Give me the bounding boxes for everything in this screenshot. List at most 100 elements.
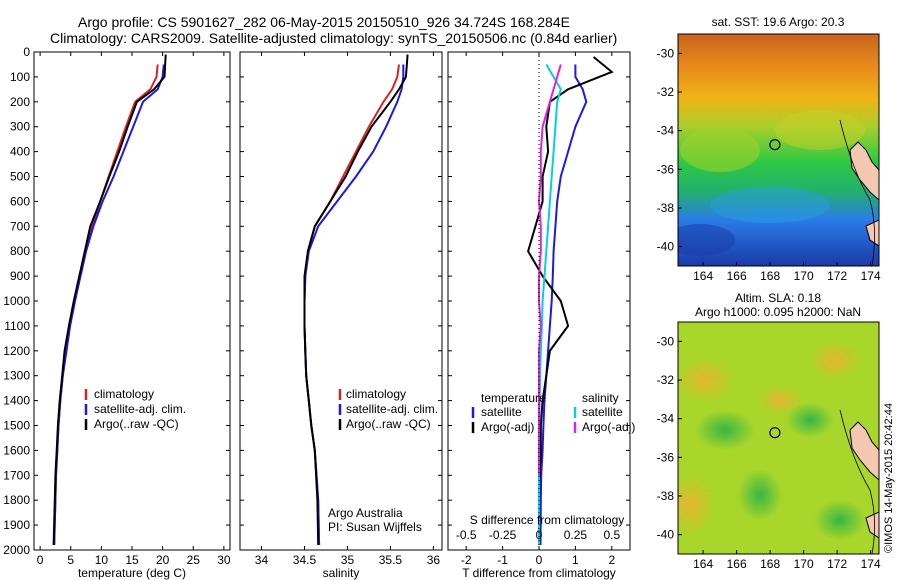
x-tick-label: 34	[255, 553, 269, 567]
map-x-tick-label: 166	[727, 557, 747, 571]
x-tick-label: 20	[156, 553, 170, 567]
x-tick-label: 34.5	[293, 553, 317, 567]
map-y-tick-label: -30	[657, 46, 675, 60]
legend-label: satellite	[481, 405, 522, 419]
land-island	[865, 511, 879, 539]
y-tick-label: 300	[10, 120, 30, 134]
x-axis-label: salinity	[323, 566, 360, 580]
x-tick-label: 1	[572, 553, 579, 567]
legend-label: Argo(-adj)	[582, 420, 635, 434]
legend-title-salinity: salinity	[582, 391, 619, 405]
sla-map-title-line2: Argo h1000: 0.095 h2000: NaN	[695, 305, 861, 319]
series-line-argo-raw-qc-	[303, 54, 409, 546]
y-tick-label: 200	[10, 95, 30, 109]
y-tick-label: 2000	[3, 543, 30, 557]
y-tick-label: 600	[10, 194, 30, 208]
salinity-profile-panel: 34 34.5 35 35.5 36 salinity climatologysatelli…	[239, 51, 443, 580]
sla-low-anomaly	[695, 410, 755, 450]
legend-label: Argo(..raw -QC)	[94, 417, 179, 431]
annotation-institution: Argo Australia	[328, 506, 403, 520]
plot-frame	[33, 51, 231, 551]
sla-high-anomaly	[678, 475, 716, 535]
map-x-tick-label: 172	[827, 269, 847, 283]
map-y-tick-label: -34	[657, 412, 675, 426]
sla-map-panel: Altim. SLA: 0.18 Argo h1000: 0.095 h2000…	[657, 291, 881, 571]
legend-label: Argo(..raw -QC)	[346, 417, 431, 431]
map-y-tick-label: -40	[657, 240, 675, 254]
sla-map-frame	[677, 321, 880, 555]
plot-frame	[239, 51, 443, 551]
y-tick-label: 1900	[3, 518, 30, 532]
series-line-argo-adj-	[527, 56, 614, 545]
map-x-tick-label: 164	[693, 269, 713, 283]
y-tick-label: 500	[10, 170, 30, 184]
legend-label: satellite-adj. clim.	[346, 402, 438, 416]
x-tick-label: 36	[427, 553, 441, 567]
map-y-tick-label: -36	[657, 162, 675, 176]
sst-patch	[710, 187, 830, 223]
x-axis-label: T difference from climatology	[462, 566, 616, 580]
sla-high-anomaly	[756, 386, 804, 414]
map-x-tick-label: 166	[727, 269, 747, 283]
figure-header: Argo profile: CS 5901627_282 06-May-2015…	[0, 0, 900, 50]
x-tick-label: -1	[497, 553, 508, 567]
legend-label: climatology	[94, 387, 154, 401]
argo-position-marker	[769, 427, 781, 439]
bathymetry-contour	[839, 409, 875, 554]
imos-timestamp: ©IMOS 14-May-2015 20:42:44	[883, 403, 895, 553]
s-tick-label: -0.5	[456, 528, 477, 542]
y-tick-label: 1800	[3, 493, 30, 507]
map-x-tick-label: 170	[794, 269, 814, 283]
x-tick-label: -2	[461, 553, 472, 567]
x-axis-label: temperature (deg C)	[78, 566, 186, 580]
y-tick-label: 100	[10, 70, 30, 84]
s-tick-label: 0.25	[564, 528, 588, 542]
map-y-tick-label: -32	[657, 373, 675, 387]
sst-map-title: sat. SST: 19.6 Argo: 20.3	[712, 15, 845, 29]
land-new-caledonia	[849, 421, 879, 481]
land-island	[865, 219, 879, 247]
x-tick-label: 25	[187, 553, 201, 567]
x-tick-label: 35	[341, 553, 355, 567]
map-x-tick-label: 168	[760, 269, 780, 283]
legend-label: satellite	[582, 405, 623, 419]
sst-patch	[680, 128, 760, 172]
sla-high-anomaly	[678, 358, 735, 402]
y-tick-label: 1700	[3, 468, 30, 482]
sla-high-anomaly	[809, 340, 861, 380]
series-line-argo-raw-qc-	[52, 54, 167, 546]
y-tick-label: 400	[10, 145, 30, 159]
y-tick-label: 1500	[3, 419, 30, 433]
sla-low-anomaly	[738, 469, 782, 521]
y-tick-label: 1200	[3, 344, 30, 358]
map-y-tick-label: -38	[657, 489, 675, 503]
sst-map-axes: 164 166 168 170 172 174 -30 -32 -34 -36 -38 -40	[657, 46, 881, 283]
s-tick-label: 0	[536, 528, 543, 542]
x-tick-label: 0	[536, 553, 543, 567]
map-x-tick-label: 170	[794, 557, 814, 571]
temperature-profile-panel: 0100200300400500600700800900100011001200…	[3, 45, 231, 580]
legend-title-temperature: temperature	[481, 391, 546, 405]
s-tick-label: 0.5	[603, 528, 620, 542]
map-y-tick-label: -34	[657, 124, 675, 138]
sst-patch	[678, 224, 735, 256]
y-tick-label: 1000	[3, 294, 30, 308]
x-tick-label: 0	[37, 553, 44, 567]
sst-patch	[775, 110, 865, 150]
map-y-tick-label: -36	[657, 450, 675, 464]
map-y-tick-label: -40	[657, 528, 675, 542]
s-tick-label: -0.25	[489, 528, 517, 542]
annotation-pi: PI: Susan Wijffels	[328, 520, 422, 534]
series-line-satellite	[539, 64, 588, 546]
x-tick-label: 35.5	[379, 553, 403, 567]
x-tick-label: 10	[95, 553, 109, 567]
legend-label: climatology	[346, 387, 406, 401]
x-tick-label: 30	[217, 553, 231, 567]
sla-low-anomaly	[814, 500, 866, 540]
bathymetry-contour	[839, 119, 875, 266]
legend-label: Argo(-adj)	[481, 420, 534, 434]
map-x-tick-label: 174	[861, 557, 881, 571]
map-y-tick-label: -30	[657, 334, 675, 348]
map-y-tick-label: -38	[657, 201, 675, 215]
